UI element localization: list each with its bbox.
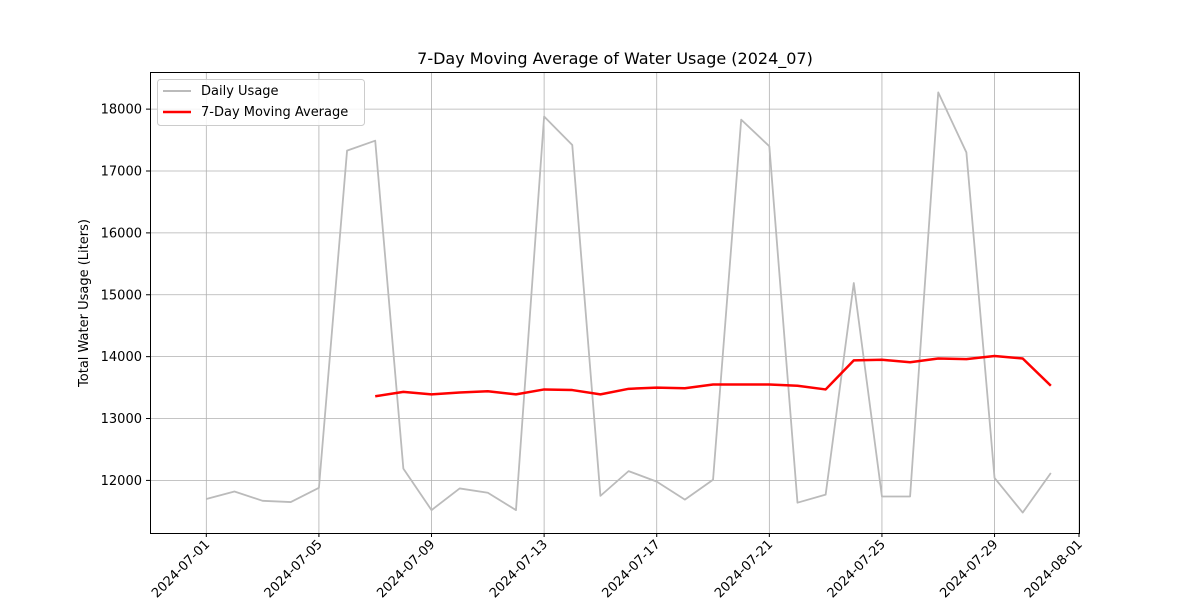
plot-frame (150, 72, 1080, 534)
y-axis-label: Total Water Usage (Liters) (77, 219, 92, 388)
y-tick-label: 18000 (101, 103, 142, 118)
legend-label-daily-usage: Daily Usage (201, 84, 279, 99)
y-axis: 12000 13000 14000 15000 16000 17000 18000 (101, 103, 150, 489)
series-line-daily-usage (206, 91, 1052, 514)
series-line-7-day-moving-average (375, 354, 1052, 398)
y-tick-label: 14000 (101, 350, 142, 365)
series-lines (206, 91, 1052, 514)
legend: Daily Usage 7-Day Moving Average (157, 79, 365, 126)
y-tick-label: 13000 (101, 412, 142, 427)
chart-title: 7-Day Moving Average of Water Usage (202… (417, 49, 813, 69)
y-tick-label: 16000 (101, 226, 142, 241)
y-tick-label: 15000 (101, 288, 142, 303)
y-tick-label: 17000 (101, 165, 142, 180)
legend-label-moving-average: 7-Day Moving Average (201, 105, 348, 120)
legend-box (157, 79, 365, 126)
y-tick-label: 12000 (101, 474, 142, 489)
